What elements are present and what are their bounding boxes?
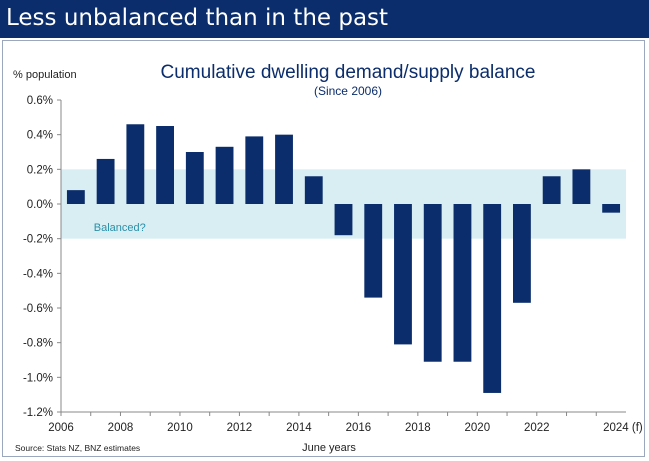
band-label: Balanced?	[94, 222, 146, 234]
y-tick-label: 0.4%	[27, 130, 53, 142]
bar-2020	[483, 204, 502, 393]
bar-2007	[96, 158, 115, 204]
chart-title: Cumulative dwelling demand/supply balanc…	[161, 62, 536, 83]
x-ticks: 2006 2008 2010 2012 2014 2016 2018 2020 2022 2024…	[48, 412, 643, 434]
y-tick-label: -0.8%	[23, 338, 53, 350]
y-tick-label: -1.2%	[23, 407, 53, 419]
bar-2012	[245, 136, 264, 204]
bar-2018	[423, 204, 442, 362]
bar-2015	[334, 204, 353, 236]
x-tick-label: 2022	[524, 422, 550, 434]
x-tick-label: 2018	[405, 422, 431, 434]
bar-2011	[215, 146, 234, 204]
x-tick-label: 2020	[465, 422, 491, 434]
bar-2022	[542, 176, 561, 204]
y-tick-label: 0.6%	[27, 95, 53, 107]
bar-2009	[156, 126, 174, 204]
bar-2021	[513, 204, 531, 303]
y-axis-label: % population	[13, 69, 77, 81]
slide-title: Less unbalanced than in the past	[6, 5, 389, 31]
x-tick-label: 2024 (f)	[603, 422, 643, 434]
x-tick-label: 2006	[48, 422, 74, 434]
y-tick-label: 0.0%	[27, 199, 53, 211]
y-tick-label: -0.6%	[23, 303, 53, 315]
bar-2013	[275, 134, 293, 204]
y-ticks: 0.6% 0.4% 0.2% 0.0% -0.2% -0.4% -0.6% -0.8% -1.0…	[23, 95, 61, 419]
bar-2006	[66, 190, 85, 204]
bar-2010	[185, 152, 204, 204]
bar-2014	[304, 176, 323, 204]
x-tick-label: 2008	[108, 422, 134, 434]
bar-2008	[126, 124, 145, 204]
x-tick-label: 2012	[227, 422, 253, 434]
x-tick-label: 2010	[167, 422, 193, 434]
source-note: Source: Stats NZ, BNZ estimates	[15, 443, 140, 453]
bar-2017	[394, 204, 412, 345]
y-tick-label: -0.4%	[23, 268, 53, 280]
x-tick-label: 2016	[346, 422, 372, 434]
y-tick-label: 0.2%	[27, 164, 53, 176]
bar-2019	[453, 204, 472, 362]
bar-2024	[602, 204, 621, 213]
x-axis-label: June years	[302, 442, 356, 454]
bars-group	[66, 124, 621, 393]
chart-subtitle: (Since 2006)	[314, 84, 382, 98]
title-banner: Less unbalanced than in the past	[0, 0, 649, 38]
chart-frame	[2, 40, 645, 457]
y-tick-label: -1.0%	[23, 372, 53, 384]
bar-2023	[572, 169, 591, 204]
y-tick-label: -0.2%	[23, 234, 53, 246]
x-tick-label: 2014	[286, 422, 312, 434]
bar-2016	[364, 204, 383, 298]
